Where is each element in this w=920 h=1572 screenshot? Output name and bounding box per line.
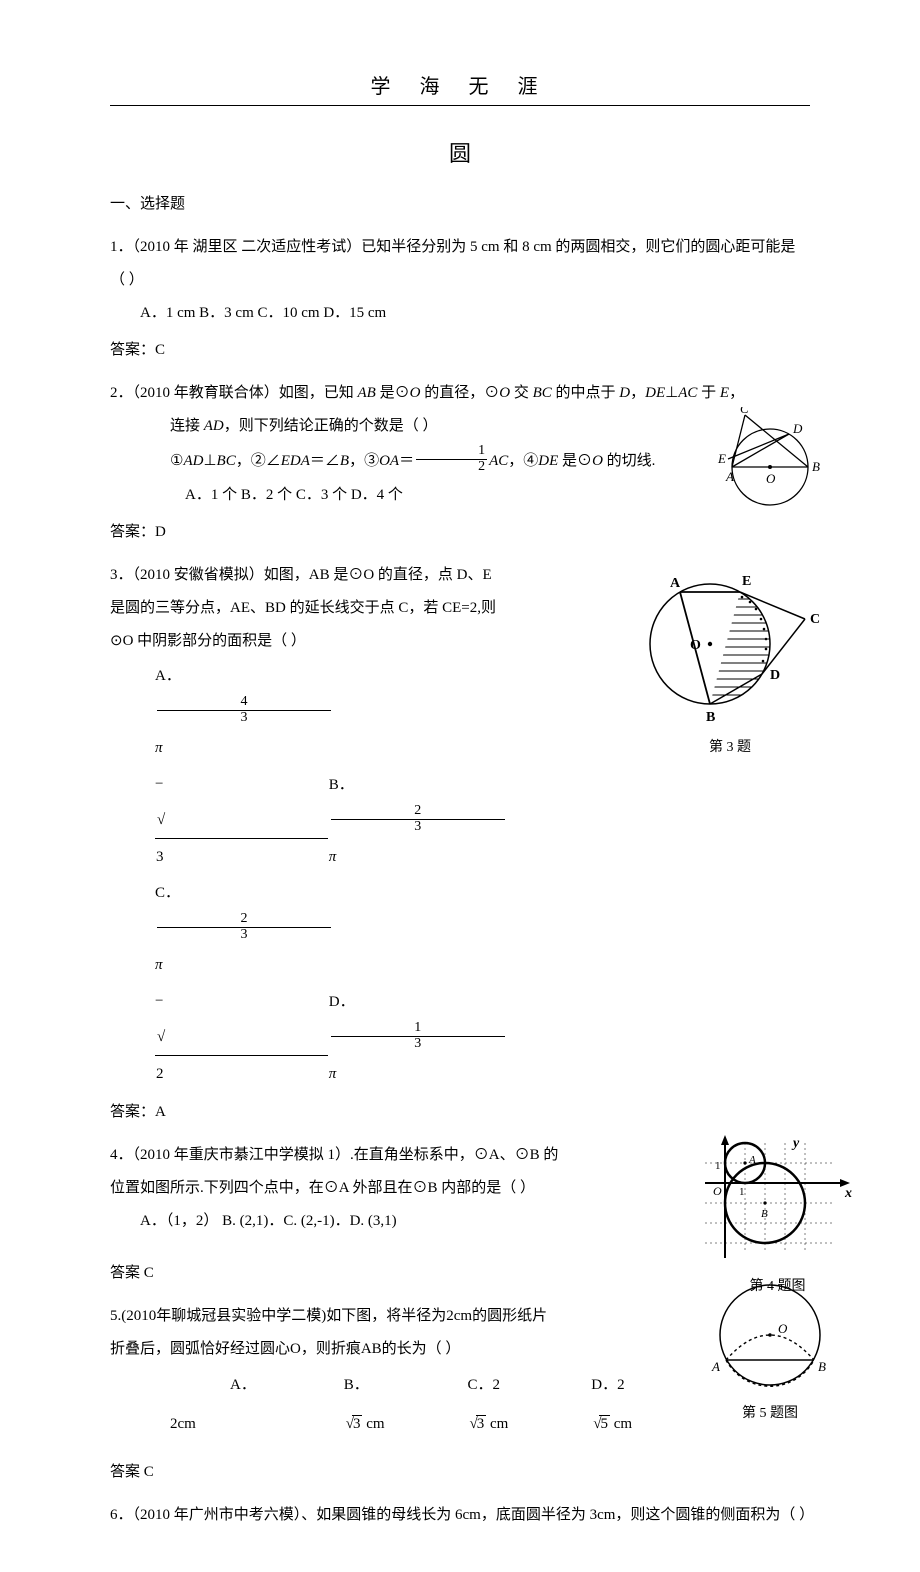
svg-text:A: A [711, 1359, 720, 1374]
page-header: 学 海 无 涯 [110, 70, 810, 105]
q5-caption: 第 5 题图 [690, 1402, 850, 1422]
q2-t6: ， [630, 385, 645, 401]
svg-text:C: C [740, 407, 749, 416]
svg-text:D: D [792, 421, 803, 436]
q2-e: E [720, 385, 729, 401]
q2-c1b: ⊥ [203, 453, 216, 469]
q5-optA: A．2cm [170, 1366, 280, 1444]
q2-d: D [619, 385, 630, 401]
svg-text:1: 1 [739, 1186, 745, 1198]
q3-optA: A．43π − 3 [155, 658, 325, 875]
q2-c4: ，④ [508, 453, 538, 469]
q2-c1: ① [170, 453, 183, 469]
q2-o1: O [410, 385, 421, 401]
svg-text:y: y [791, 1136, 800, 1151]
svg-text:O: O [713, 1184, 722, 1198]
q2-de: DE [645, 385, 665, 401]
q6-stem: 6．（2010 年广州市中考六模）、如果圆锥的母线长为 6cm，底面圆半径为 3… [110, 1499, 810, 1532]
svg-text:O: O [778, 1321, 788, 1336]
q2-c3b: ＝ [399, 453, 414, 469]
q2-stem: 2．（2010 年教育联合体）如图，已知 AB 是⊙O 的直径，⊙O 交 BC … [110, 377, 810, 410]
q2-t1: 2．（2010 年教育联合体）如图，已知 [110, 385, 358, 401]
q2-s1b: ，则下列结论正确的个数是（ ） [224, 418, 438, 434]
svg-text:1: 1 [715, 1160, 721, 1172]
q2-eda: EDA [281, 453, 310, 469]
q5-figure: O A B 第 5 题图 [690, 1275, 850, 1422]
svg-text:x: x [844, 1186, 852, 1201]
q2-c1bc: BC [217, 453, 236, 469]
doc-title: 圆 [110, 136, 810, 168]
svg-text:B: B [818, 1359, 826, 1374]
q5-answer: 答案 C [110, 1456, 810, 1489]
q2-t7: ⊥ [665, 385, 678, 401]
q2-c2b: ＝∠ [310, 453, 340, 469]
q2-c2: ，②∠ [236, 453, 281, 469]
q2-t2: 是⊙ [376, 385, 410, 401]
svg-text:C: C [810, 612, 820, 627]
q2-s1: 连接 [170, 418, 204, 434]
svg-text:E: E [717, 451, 726, 466]
q2-c1ad: AD [183, 453, 203, 469]
svg-text:A: A [748, 1154, 756, 1166]
q2-c4b: 是⊙ [558, 453, 592, 469]
svg-text:B: B [706, 710, 715, 725]
svg-text:A: A [670, 576, 681, 591]
svg-text:B: B [761, 1208, 768, 1220]
q5-optC: C．23 cm [408, 1366, 528, 1444]
svg-text:O: O [766, 471, 776, 486]
q2-t4: 交 [510, 385, 533, 401]
q2-ad: AD [204, 418, 224, 434]
q2-fracnum: 1 [416, 444, 487, 460]
q2-ac2: AC [489, 453, 508, 469]
q2-b: B [340, 453, 349, 469]
q4-figure: y x O 1 1 A B 第 4 题图 [695, 1133, 860, 1295]
q2-t5: 的中点于 [552, 385, 620, 401]
svg-text:A: A [725, 469, 734, 484]
q3-optC: C．23π − 2 [155, 875, 325, 1092]
q2-c4c: 的切线. [603, 453, 656, 469]
q3-optB: B．23π [329, 767, 499, 875]
q1-answer: 答案：C [110, 334, 810, 367]
q3-optD: D．13π [329, 984, 499, 1092]
q2-fracden: 2 [416, 460, 487, 475]
q2-ab: AB [358, 385, 376, 401]
q2-bc: BC [533, 385, 552, 401]
q1-stem: 1．（2010 年 湖里区 二次适应性考试）已知半径分别为 5 cm 和 8 c… [110, 231, 810, 297]
q2-figure: C D E A O B [670, 407, 840, 507]
svg-text:E: E [742, 574, 751, 589]
q2-answer: 答案：D [110, 516, 810, 549]
q2-t3: 的直径，⊙ [420, 385, 499, 401]
q2-o3: O [592, 453, 603, 469]
header-rule [110, 105, 810, 106]
q2-ac: AC [678, 385, 697, 401]
q3-figure: A E C D B O 第 3 题 [630, 549, 830, 756]
q3-answer: 答案：A [110, 1096, 810, 1129]
q2-de2: DE [538, 453, 558, 469]
svg-text:B: B [812, 459, 820, 474]
q2-c3: ，③ [349, 453, 379, 469]
q1-options: A．1 cm B．3 cm C．10 cm D．15 cm [110, 297, 810, 330]
q2-o2: O [499, 385, 510, 401]
q5-optB: B．3 cm [284, 1366, 404, 1444]
q5-optD: D．25 cm [531, 1366, 641, 1444]
svg-text:D: D [770, 668, 780, 683]
q2-t8: 于 [697, 385, 720, 401]
q3-caption: 第 3 题 [630, 736, 830, 756]
q2-oa: OA [379, 453, 399, 469]
q2-t9: ， [729, 385, 744, 401]
svg-text:O: O [690, 638, 701, 653]
section-a-title: 一、选择题 [110, 188, 810, 221]
